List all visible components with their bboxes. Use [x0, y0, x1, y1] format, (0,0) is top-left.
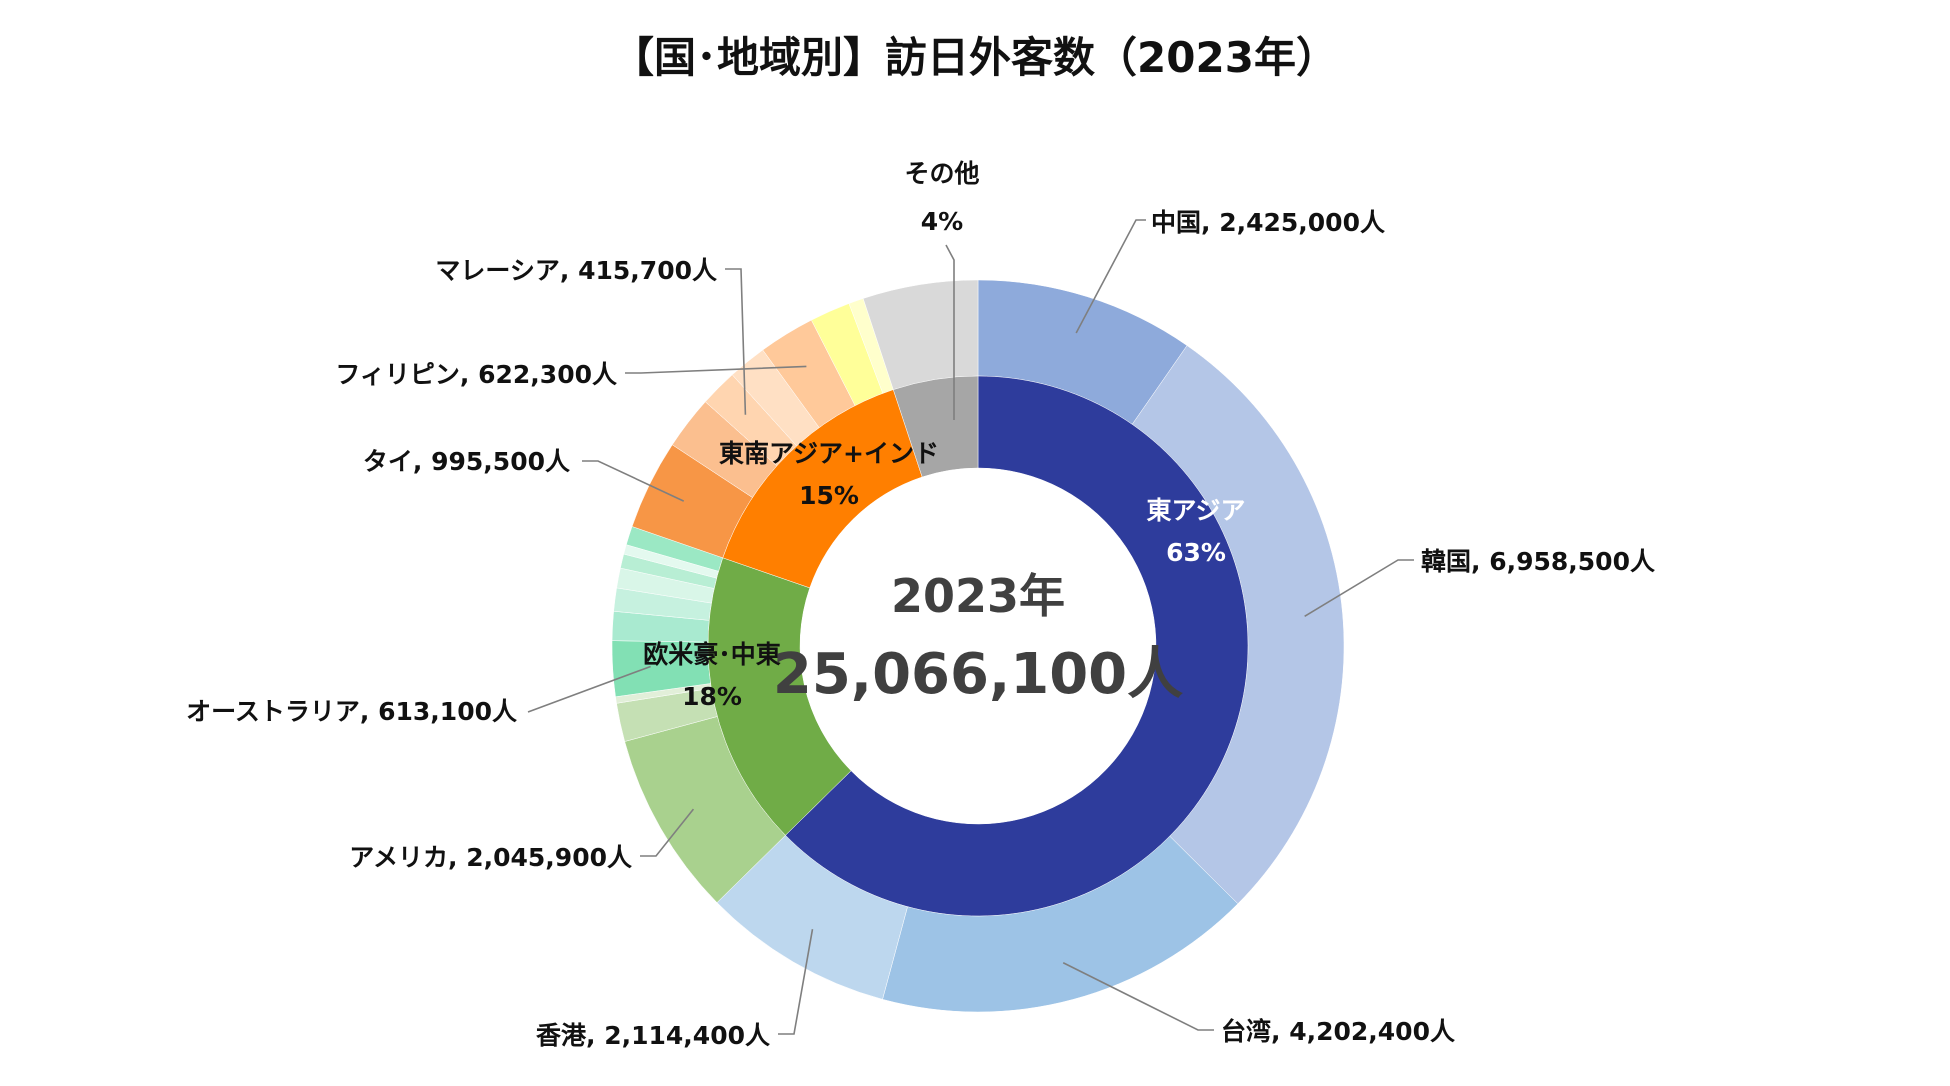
callout-label-2: 台湾, 4,202,400人	[1221, 1017, 1455, 1046]
leader-line-7	[527, 665, 651, 713]
center-year-label: 2023年	[891, 569, 1065, 623]
center-total-label: 25,066,100人	[773, 642, 1183, 707]
region-labels: 東アジア 63% 欧米豪･中東 18% 東南アジア+インド 15% その他 4%	[643, 159, 1245, 711]
leader-line-0	[1075, 219, 1146, 334]
chart-title: 【国･地域別】訪日外客数（2023年）	[612, 33, 1338, 82]
leader-line-2	[1062, 962, 1214, 1031]
leader-line-18	[625, 365, 807, 374]
leader-line-4	[640, 808, 695, 857]
callout-label-3: 香港, 2,114,400人	[536, 1021, 770, 1050]
region-percent-0: 63%	[1166, 538, 1226, 567]
inner-slice-1	[707, 557, 852, 836]
leader-line-14	[582, 460, 685, 502]
leader-lines	[527, 219, 1414, 1035]
inner-slice-0	[785, 375, 1249, 917]
outer-ring-country	[611, 279, 1345, 1013]
region-name-0: 東アジア	[1146, 496, 1245, 525]
region-percent-1: 18%	[682, 682, 742, 711]
callout-label-14: タイ, 995,500人	[363, 447, 570, 476]
leader-line-1	[1304, 559, 1414, 617]
region-name-1: 欧米豪･中東	[643, 640, 781, 669]
callout-label-4: アメリカ, 2,045,900人	[349, 843, 632, 872]
callout-label-16: マレーシア, 415,700人	[435, 256, 717, 285]
inner-ring-region	[707, 375, 1249, 917]
leader-line-other-region	[945, 244, 955, 420]
callout-label-1: 韓国, 6,958,500人	[1421, 547, 1655, 576]
callout-label-7: オーストラリア, 613,100人	[186, 697, 517, 726]
region-percent-3: 4%	[921, 207, 963, 236]
leader-line-3	[778, 929, 814, 1035]
region-percent-2: 15%	[799, 481, 859, 510]
inner-slice-3	[892, 375, 979, 478]
callout-label-0: 中国, 2,425,000人	[1151, 208, 1385, 237]
callout-label-18: フィリピン, 622,300人	[335, 360, 617, 389]
region-name-3: その他	[904, 159, 979, 188]
leader-line-16	[725, 268, 747, 415]
region-name-2: 東南アジア+インド	[719, 439, 939, 468]
